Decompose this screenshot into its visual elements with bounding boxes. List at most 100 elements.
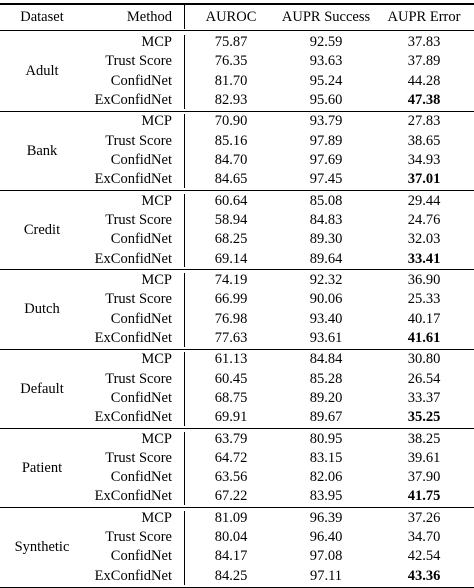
method-cell: ExConfidNet — [94, 567, 172, 584]
aupr-error-cell: 30.80 — [407, 351, 441, 368]
aupr-error-cell: 40.17 — [407, 310, 441, 327]
method-cell: Trust Score — [105, 529, 172, 546]
table-row: MCP 74.19 92.32 36.90 — [0, 271, 474, 290]
auroc-cell: 60.64 — [214, 192, 248, 209]
method-cell: Trust Score — [105, 211, 172, 228]
dataset-label: Credit — [23, 222, 61, 238]
table-row: ConfidNet 84.17 97.08 42.54 — [0, 547, 474, 566]
aupr-success-cell: 89.64 — [309, 250, 343, 267]
aupr-success-cell: 85.28 — [309, 370, 343, 387]
aupr-error-cell: 38.25 — [407, 430, 441, 447]
aupr-success-cell: 92.32 — [309, 271, 343, 288]
aupr-success-cell: 83.15 — [309, 449, 343, 466]
method-cell: MCP — [141, 351, 172, 368]
aupr-error-cell: 41.61 — [407, 329, 441, 346]
aupr-success-cell: 82.06 — [309, 469, 343, 486]
table-row: MCP 75.87 92.59 37.83 — [0, 33, 474, 52]
aupr-success-cell: 89.67 — [309, 409, 343, 426]
auroc-cell: 58.94 — [214, 211, 248, 228]
method-cell: ExConfidNet — [94, 171, 172, 188]
aupr-error-cell: 25.33 — [407, 291, 441, 308]
aupr-error-cell: 37.01 — [407, 171, 441, 188]
auroc-cell: 84.17 — [214, 548, 248, 565]
column-divider — [184, 510, 185, 585]
column-divider — [184, 193, 185, 268]
table-row: ExConfidNet 77.63 93.61 41.61 — [0, 329, 474, 348]
auroc-cell: 81.70 — [214, 72, 248, 89]
aupr-success-cell: 85.08 — [309, 192, 343, 209]
header-dataset: Dataset — [20, 9, 64, 25]
aupr-error-cell: 44.28 — [407, 72, 441, 89]
header-method: Method — [126, 9, 172, 25]
method-cell: ConfidNet — [110, 389, 172, 406]
method-cell: ConfidNet — [110, 151, 172, 168]
method-cell: ConfidNet — [110, 231, 172, 248]
method-cell: ExConfidNet — [94, 488, 172, 505]
method-cell: ExConfidNet — [94, 329, 172, 346]
method-cell: ConfidNet — [110, 72, 172, 89]
auroc-cell: 61.13 — [214, 351, 248, 368]
aupr-success-cell: 83.95 — [309, 488, 343, 505]
method-cell: ConfidNet — [110, 548, 172, 565]
table-row: ExConfidNet 69.14 89.64 33.41 — [0, 250, 474, 269]
table-row: MCP 70.90 93.79 27.83 — [0, 112, 474, 131]
table-row: ExConfidNet 69.91 89.67 35.25 — [0, 408, 474, 427]
auroc-cell: 69.91 — [214, 409, 248, 426]
auroc-cell: 63.79 — [214, 430, 248, 447]
aupr-success-cell: 96.40 — [309, 529, 343, 546]
table-row: ExConfidNet 67.22 83.95 41.75 — [0, 487, 474, 506]
aupr-error-cell: 37.83 — [407, 34, 441, 50]
aupr-error-cell: 32.03 — [407, 231, 441, 248]
auroc-cell: 84.65 — [214, 171, 248, 188]
method-cell: ConfidNet — [110, 310, 172, 327]
table-row: Trust Score 64.72 83.15 39.61 — [0, 449, 474, 468]
table-row: MCP 61.13 84.84 30.80 — [0, 350, 474, 369]
table-row: Trust Score 58.94 84.83 24.76 — [0, 211, 474, 230]
group-rule — [0, 428, 474, 429]
table-row: MCP 81.09 96.39 37.26 — [0, 509, 474, 528]
table-row: ConfidNet 81.70 95.24 44.28 — [0, 72, 474, 91]
table-row: ExConfidNet 82.93 95.60 47.38 — [0, 91, 474, 110]
aupr-error-cell: 42.54 — [407, 548, 441, 565]
dataset-label: Bank — [26, 142, 58, 159]
column-divider — [184, 431, 185, 506]
aupr-success-cell: 97.89 — [309, 132, 343, 149]
table-row: ConfidNet 68.75 89.20 33.37 — [0, 389, 474, 408]
auroc-cell: 82.93 — [214, 91, 248, 108]
table-row: ConfidNet 84.70 97.69 34.93 — [0, 151, 474, 170]
table-row: ConfidNet 76.98 93.40 40.17 — [0, 310, 474, 329]
aupr-error-cell: 36.90 — [407, 271, 441, 288]
aupr-success-cell: 97.11 — [309, 567, 343, 584]
method-cell: ExConfidNet — [94, 409, 172, 426]
header-auroc: AUROC — [205, 9, 257, 25]
dataset-label: Dutch — [24, 301, 60, 318]
auroc-cell: 74.19 — [214, 271, 248, 288]
table-row: Trust Score 85.16 97.89 38.65 — [0, 132, 474, 151]
method-cell: ConfidNet — [110, 469, 172, 486]
aupr-error-cell: 47.38 — [407, 91, 441, 108]
auroc-cell: 60.45 — [214, 370, 248, 387]
aupr-error-cell: 37.26 — [407, 509, 441, 526]
auroc-cell: 75.87 — [214, 34, 248, 50]
aupr-error-cell: 27.83 — [407, 113, 441, 130]
group-rule — [0, 110, 474, 112]
aupr-success-cell: 93.63 — [309, 53, 343, 70]
aupr-error-cell: 29.44 — [407, 192, 441, 209]
auroc-cell: 67.22 — [214, 488, 248, 505]
method-cell: MCP — [141, 34, 172, 50]
table-row: ExConfidNet 84.25 97.11 43.36 — [0, 567, 474, 586]
dataset-label: Patient — [21, 459, 63, 476]
table-row: MCP 60.64 85.08 29.44 — [0, 192, 474, 211]
aupr-error-cell: 38.65 — [407, 132, 441, 149]
auroc-cell: 85.16 — [214, 132, 248, 149]
header-aupr-success: AUPR Success — [281, 9, 371, 25]
dataset-label: Synthetic — [14, 539, 70, 556]
column-divider — [184, 352, 185, 426]
aupr-error-cell: 37.89 — [407, 53, 441, 70]
method-cell: Trust Score — [105, 291, 172, 308]
table-row: Trust Score 76.35 93.63 37.89 — [0, 52, 474, 71]
group-rule — [0, 269, 474, 271]
aupr-success-cell: 97.45 — [309, 171, 343, 188]
dataset-label: Adult — [25, 63, 59, 80]
auroc-cell: 84.70 — [214, 151, 248, 168]
